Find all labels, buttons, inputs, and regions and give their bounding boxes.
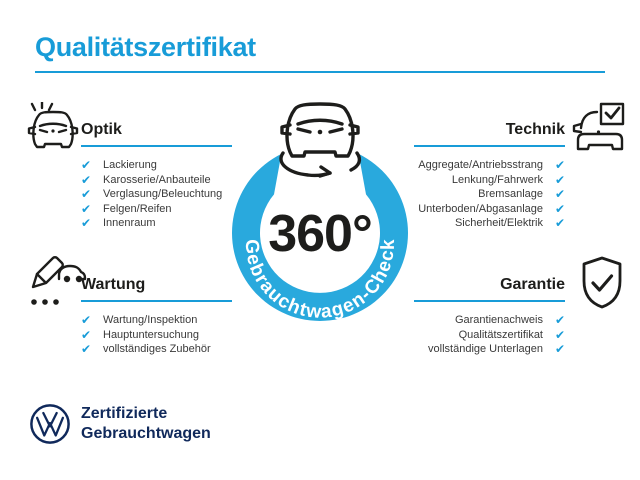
checklist-technik: Aggregate/Antriebsstrang ✔ Lenkung/Fahrwe… — [407, 158, 565, 231]
item-label: Felgen/Reifen — [103, 202, 172, 215]
vw-logo-icon — [30, 404, 70, 444]
checklist-item: Garantienachweis ✔ — [407, 313, 565, 328]
section-technik: Technik Aggregate/Antriebsstrang ✔ Lenkun… — [407, 121, 565, 231]
section-divider — [81, 145, 232, 147]
car-checklist-icon — [568, 102, 628, 152]
check-icon: ✔ — [81, 158, 92, 173]
check-icon: ✔ — [81, 201, 92, 216]
item-label: Sicherheit/Elektrik — [454, 217, 543, 230]
car-shine-icon — [25, 102, 81, 150]
check-icon: ✔ — [554, 201, 565, 216]
checklist-item: Qualitätszertifikat ✔ — [407, 328, 565, 343]
check-icon: ✔ — [554, 327, 565, 342]
ring-shape — [232, 153, 408, 321]
checklist-item: Bremsanlage ✔ — [407, 187, 565, 202]
item-label: Karosserie/Anbauteile — [103, 173, 211, 186]
checklist-item: Aggregate/Antriebsstrang ✔ — [407, 158, 565, 173]
checklist-item: vollständige Unterlagen ✔ — [407, 342, 565, 357]
item-label: Lackierung — [103, 159, 157, 172]
checklist-item: ✔ vollständiges Zubehör — [81, 342, 239, 357]
brand-text: Zertifizierte Gebrauchtwagen — [81, 404, 211, 444]
check-icon: ✔ — [81, 187, 92, 202]
item-label: Garantienachweis — [454, 314, 543, 327]
section-wartung: Wartung ✔ Wartung/Inspektion ✔ Hauptunters… — [81, 276, 239, 357]
section-title-wartung: Wartung — [81, 276, 146, 293]
checklist-item: ✔ Hauptuntersuchung — [81, 328, 239, 343]
check-icon: ✔ — [554, 313, 565, 328]
check-icon: ✔ — [81, 342, 92, 357]
checklist-item: Lenkung/Fahrwerk ✔ — [407, 173, 565, 188]
item-label: Verglasung/Beleuchtung — [103, 188, 223, 201]
item-label: Unterboden/Abgasanlage — [418, 202, 543, 215]
item-label: vollständige Unterlagen — [428, 343, 543, 356]
section-divider — [81, 300, 232, 302]
checklist-item: Sicherheit/Elektrik ✔ — [407, 216, 565, 231]
item-label: Wartung/Inspektion — [103, 314, 198, 327]
brand-line-1: Zertifizierte — [81, 405, 168, 422]
section-title-technik: Technik — [505, 121, 565, 138]
check-icon: ✔ — [81, 172, 92, 187]
checklist-item: ✔ Verglasung/Beleuchtung — [81, 187, 239, 202]
section-title-optik: Optik — [81, 121, 122, 138]
shield-check-icon — [577, 255, 627, 311]
item-label: Lenkung/Fahrwerk — [451, 173, 543, 186]
item-label: vollständiges Zubehör — [103, 343, 211, 356]
item-label: Innenraum — [103, 217, 156, 230]
checklist-item: ✔ Innenraum — [81, 216, 239, 231]
item-label: Bremsanlage — [478, 188, 543, 201]
section-optik: Optik ✔ Lackierung ✔ Karosserie/Anbauteile… — [81, 121, 239, 231]
checklist-item: ✔ Lackierung — [81, 158, 239, 173]
check-icon: ✔ — [81, 313, 92, 328]
checklist-garantie: Garantienachweis ✔ Qualitätszertifikat ✔ v… — [407, 313, 565, 357]
item-label: Aggregate/Antriebsstrang — [418, 159, 543, 172]
car-360-rotation-icon — [279, 102, 362, 178]
section-divider — [414, 145, 565, 147]
check-icon: ✔ — [554, 216, 565, 231]
checklist-item: ✔ Wartung/Inspektion — [81, 313, 239, 328]
section-divider — [414, 300, 565, 302]
item-label: Qualitätszertifikat — [458, 328, 543, 341]
checklist-item: ✔ Felgen/Reifen — [81, 202, 239, 217]
checklist-optik: ✔ Lackierung ✔ Karosserie/Anbauteile ✔ Verg… — [81, 158, 239, 231]
checklist-item: ✔ Karosserie/Anbauteile — [81, 173, 239, 188]
title-divider — [35, 71, 605, 73]
check-icon: ✔ — [81, 216, 92, 231]
brand-footer: Zertifizierte Gebrauchtwagen — [29, 403, 211, 445]
checklist-wartung: ✔ Wartung/Inspektion ✔ Hauptuntersuchung ✔… — [81, 313, 239, 357]
check-icon: ✔ — [554, 342, 565, 357]
check-icon: ✔ — [554, 172, 565, 187]
badge-value: 360° — [268, 205, 372, 263]
section-garantie: Garantie Garantienachweis ✔ Qualitätszert… — [407, 276, 565, 357]
checklist-item: Unterboden/Abgasanlage ✔ — [407, 202, 565, 217]
check-icon: ✔ — [554, 187, 565, 202]
check-icon: ✔ — [554, 158, 565, 173]
brand-line-2: Gebrauchtwagen — [81, 425, 211, 442]
check-icon: ✔ — [81, 327, 92, 342]
item-label: Hauptuntersuchung — [103, 328, 200, 341]
section-title-garantie: Garantie — [500, 276, 565, 293]
check-360-badge: Gebrauchtwagen-Check 360° — [232, 102, 408, 323]
pencil-car-icon — [25, 255, 87, 307]
page-title: Qualitätszertifikat — [35, 32, 256, 62]
